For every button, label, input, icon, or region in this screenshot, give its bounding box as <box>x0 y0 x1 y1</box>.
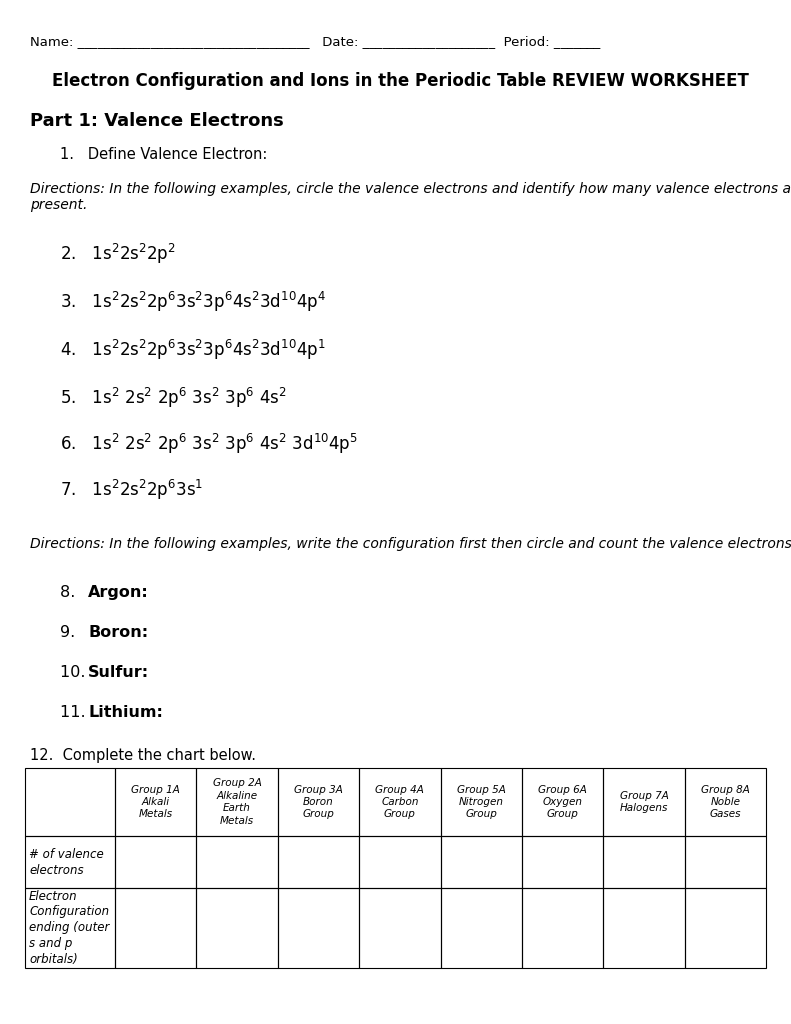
Text: Group 5A
Nitrogen
Group: Group 5A Nitrogen Group <box>456 784 505 819</box>
Text: Group 7A
Halogens: Group 7A Halogens <box>619 791 668 813</box>
Bar <box>685 768 766 836</box>
Bar <box>359 836 441 888</box>
Text: 11.: 11. <box>60 705 96 720</box>
Bar <box>522 768 604 836</box>
Text: 10.: 10. <box>60 665 96 680</box>
Bar <box>441 768 522 836</box>
Bar <box>196 836 278 888</box>
Text: Group 2A
Alkaline
Earth
Metals: Group 2A Alkaline Earth Metals <box>213 778 262 825</box>
Text: 5.   $\mathsf{1s^{2}\ 2s^{2}\ 2p^{6}\ 3s^{2}\ 3p^{6}\ 4s^{2}}$: 5. $\mathsf{1s^{2}\ 2s^{2}\ 2p^{6}\ 3s^{… <box>60 386 287 410</box>
Bar <box>522 836 604 888</box>
Text: 9.: 9. <box>60 625 85 640</box>
Bar <box>522 888 604 968</box>
Text: 8.: 8. <box>60 585 85 600</box>
Text: 6.   $\mathsf{1s^{2}\ 2s^{2}\ 2p^{6}\ 3s^{2}\ 3p^{6}\ 4s^{2}\ 3d^{10}4p^{5}}$: 6. $\mathsf{1s^{2}\ 2s^{2}\ 2p^{6}\ 3s^{… <box>60 432 358 456</box>
Text: Group 1A
Alkali
Metals: Group 1A Alkali Metals <box>131 784 180 819</box>
Text: Argon:: Argon: <box>88 585 149 600</box>
Bar <box>604 768 685 836</box>
Text: 4.   $\mathsf{1s^{2}2s^{2}2p^{6}3s^{2}3p^{6}4s^{2}3d^{10}4p^{1}}$: 4. $\mathsf{1s^{2}2s^{2}2p^{6}3s^{2}3p^{… <box>60 338 326 362</box>
Text: 7.   $\mathsf{1s^{2}2s^{2}2p^{6}3s^{1}}$: 7. $\mathsf{1s^{2}2s^{2}2p^{6}3s^{1}}$ <box>60 478 203 502</box>
Text: Group 4A
Carbon
Group: Group 4A Carbon Group <box>376 784 424 819</box>
Bar <box>359 888 441 968</box>
Text: Boron:: Boron: <box>88 625 148 640</box>
Text: Electron
Configuration
ending (outer
s and p
orbitals): Electron Configuration ending (outer s a… <box>29 890 109 967</box>
Bar <box>441 836 522 888</box>
Bar <box>359 768 441 836</box>
Text: 2.   $\mathsf{1s^{2}2s^{2}2p^{2}}$: 2. $\mathsf{1s^{2}2s^{2}2p^{2}}$ <box>60 242 176 266</box>
Text: Group 8A
Noble
Gases: Group 8A Noble Gases <box>701 784 750 819</box>
Bar <box>685 836 766 888</box>
Bar <box>278 768 359 836</box>
Bar <box>196 888 278 968</box>
Text: present.: present. <box>30 198 87 212</box>
Text: Electron Configuration and Ions in the Periodic Table REVIEW WORKSHEET: Electron Configuration and Ions in the P… <box>51 72 748 90</box>
Text: Directions: In the following examples, circle the valence electrons and identify: Directions: In the following examples, c… <box>30 182 791 196</box>
Bar <box>196 768 278 836</box>
Bar <box>115 888 196 968</box>
Bar <box>441 888 522 968</box>
Text: 3.   $\mathsf{1s^{2}2s^{2}2p^{6}3s^{2}3p^{6}4s^{2}3d^{10}4p^{4}}$: 3. $\mathsf{1s^{2}2s^{2}2p^{6}3s^{2}3p^{… <box>60 290 326 314</box>
Text: Part 1: Valence Electrons: Part 1: Valence Electrons <box>30 112 284 130</box>
Bar <box>685 888 766 968</box>
Text: 1.   Define Valence Electron:: 1. Define Valence Electron: <box>60 147 267 162</box>
Bar <box>278 836 359 888</box>
Bar <box>604 888 685 968</box>
Text: Group 3A
Boron
Group: Group 3A Boron Group <box>294 784 343 819</box>
Text: Group 6A
Oxygen
Group: Group 6A Oxygen Group <box>538 784 587 819</box>
Text: Directions: In the following examples, write the configuration first then circle: Directions: In the following examples, w… <box>30 537 791 551</box>
Bar <box>604 836 685 888</box>
Bar <box>25 768 115 836</box>
Bar <box>25 888 115 968</box>
Text: Name: ___________________________________   Date: ____________________  Period: : Name: __________________________________… <box>30 35 600 48</box>
Bar <box>25 836 115 888</box>
Bar <box>115 836 196 888</box>
Bar <box>278 888 359 968</box>
Text: # of valence
electrons: # of valence electrons <box>29 848 104 877</box>
Text: 12.  Complete the chart below.: 12. Complete the chart below. <box>30 748 256 763</box>
Text: Lithium:: Lithium: <box>88 705 163 720</box>
Text: Sulfur:: Sulfur: <box>88 665 149 680</box>
Bar <box>115 768 196 836</box>
